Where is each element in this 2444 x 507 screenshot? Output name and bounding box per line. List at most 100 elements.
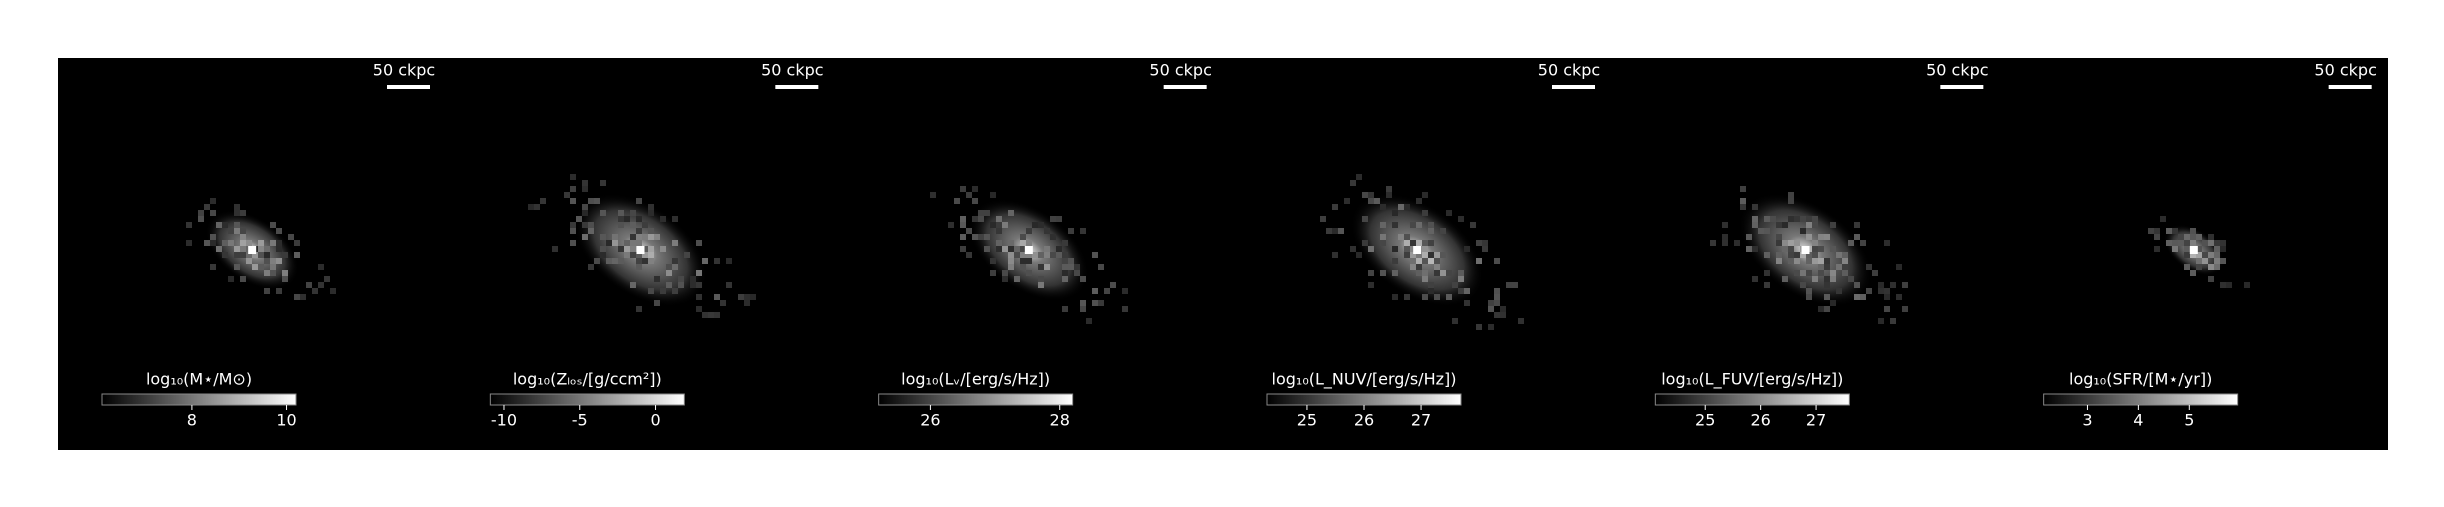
- pixel: [654, 300, 660, 306]
- pixel: [2202, 258, 2208, 264]
- galaxy-core: [636, 246, 645, 254]
- pixel: [1428, 240, 1434, 246]
- pixel: [966, 228, 972, 234]
- pixel: [1902, 306, 1908, 312]
- pixel: [2214, 258, 2220, 264]
- pixel: [750, 294, 756, 300]
- pixel: [1392, 222, 1398, 228]
- pixel: [642, 258, 648, 264]
- pixel: [600, 252, 606, 258]
- pixel: [1494, 300, 1500, 306]
- pixel: [978, 216, 984, 222]
- pixel: [234, 222, 240, 228]
- pixel: [1752, 204, 1758, 210]
- pixel: [1770, 216, 1776, 222]
- pixel: [2196, 246, 2202, 252]
- pixel: [198, 210, 204, 216]
- pixel: [996, 246, 1002, 252]
- pixel: [648, 252, 654, 258]
- pixel: [1458, 270, 1464, 276]
- pixel: [1776, 240, 1782, 246]
- pixel: [606, 240, 612, 246]
- pixel: [1818, 264, 1824, 270]
- pixel: [984, 210, 990, 216]
- pixel: [1014, 276, 1020, 282]
- pixel: [1446, 210, 1452, 216]
- pixel: [636, 228, 642, 234]
- pixel: [1836, 288, 1842, 294]
- pixel: [990, 192, 996, 198]
- pixel: [972, 216, 978, 222]
- pixel: [1806, 294, 1812, 300]
- pixel: [1764, 252, 1770, 258]
- pixel: [1752, 276, 1758, 282]
- pixel: [1788, 252, 1794, 258]
- pixel: [570, 174, 576, 180]
- pixel: [600, 180, 606, 186]
- pixel: [1062, 258, 1068, 264]
- pixel: [648, 204, 654, 210]
- colorbar-tick-label: 26: [920, 411, 940, 430]
- pixel: [1122, 288, 1128, 294]
- pixel: [1338, 228, 1344, 234]
- pixel: [1428, 258, 1434, 264]
- pixel: [1482, 240, 1488, 246]
- pixel: [1110, 282, 1116, 288]
- pixel: [324, 276, 330, 282]
- pixel: [990, 222, 996, 228]
- pixel: [1458, 288, 1464, 294]
- pixel: [1794, 240, 1800, 246]
- pixel: [612, 258, 618, 264]
- pixel: [1884, 288, 1890, 294]
- pixel: [648, 210, 654, 216]
- pixel: [1434, 270, 1440, 276]
- colorbar: [1266, 393, 1462, 406]
- pixel: [630, 252, 636, 258]
- scale-bar: [775, 85, 819, 89]
- pixel: [1092, 252, 1098, 258]
- pixel: [672, 216, 678, 222]
- pixel: [1872, 270, 1878, 276]
- pixel: [2184, 264, 2190, 270]
- pixel: [648, 228, 654, 234]
- pixel: [252, 264, 258, 270]
- pixel: [1080, 276, 1086, 282]
- pixel: [1368, 282, 1374, 288]
- pixel: [666, 282, 672, 288]
- pixel: [228, 240, 234, 246]
- pixel: [234, 204, 240, 210]
- pixel: [954, 198, 960, 204]
- colorbar-tick-label: -5: [572, 411, 588, 430]
- pixel: [1386, 192, 1392, 198]
- pixel: [714, 258, 720, 264]
- pixel: [1776, 252, 1782, 258]
- pixel: [540, 198, 546, 204]
- pixel: [1782, 246, 1788, 252]
- pixel: [2220, 258, 2226, 264]
- pixel: [1878, 318, 1884, 324]
- pixel: [588, 264, 594, 270]
- colorbar-tick-label: 26: [1750, 411, 1770, 430]
- pixel: [2196, 252, 2202, 258]
- pixel: [1422, 276, 1428, 282]
- pixel: [186, 240, 192, 246]
- galaxy-core: [248, 246, 257, 254]
- pixel: [1842, 264, 1848, 270]
- pixel: [1758, 228, 1764, 234]
- pixel: [1062, 306, 1068, 312]
- pixel: [1824, 282, 1830, 288]
- pixel: [582, 180, 588, 186]
- pixel: [996, 228, 1002, 234]
- pixel: [648, 258, 654, 264]
- pixel: [1326, 228, 1332, 234]
- pixel: [1722, 240, 1728, 246]
- pixel: [552, 246, 558, 252]
- pixel: [582, 204, 588, 210]
- pixel: [636, 258, 642, 264]
- pixel: [300, 294, 306, 300]
- pixel: [222, 222, 228, 228]
- pixel: [1452, 318, 1458, 324]
- pixel: [990, 258, 996, 264]
- pixel: [276, 258, 282, 264]
- pixel: [1488, 300, 1494, 306]
